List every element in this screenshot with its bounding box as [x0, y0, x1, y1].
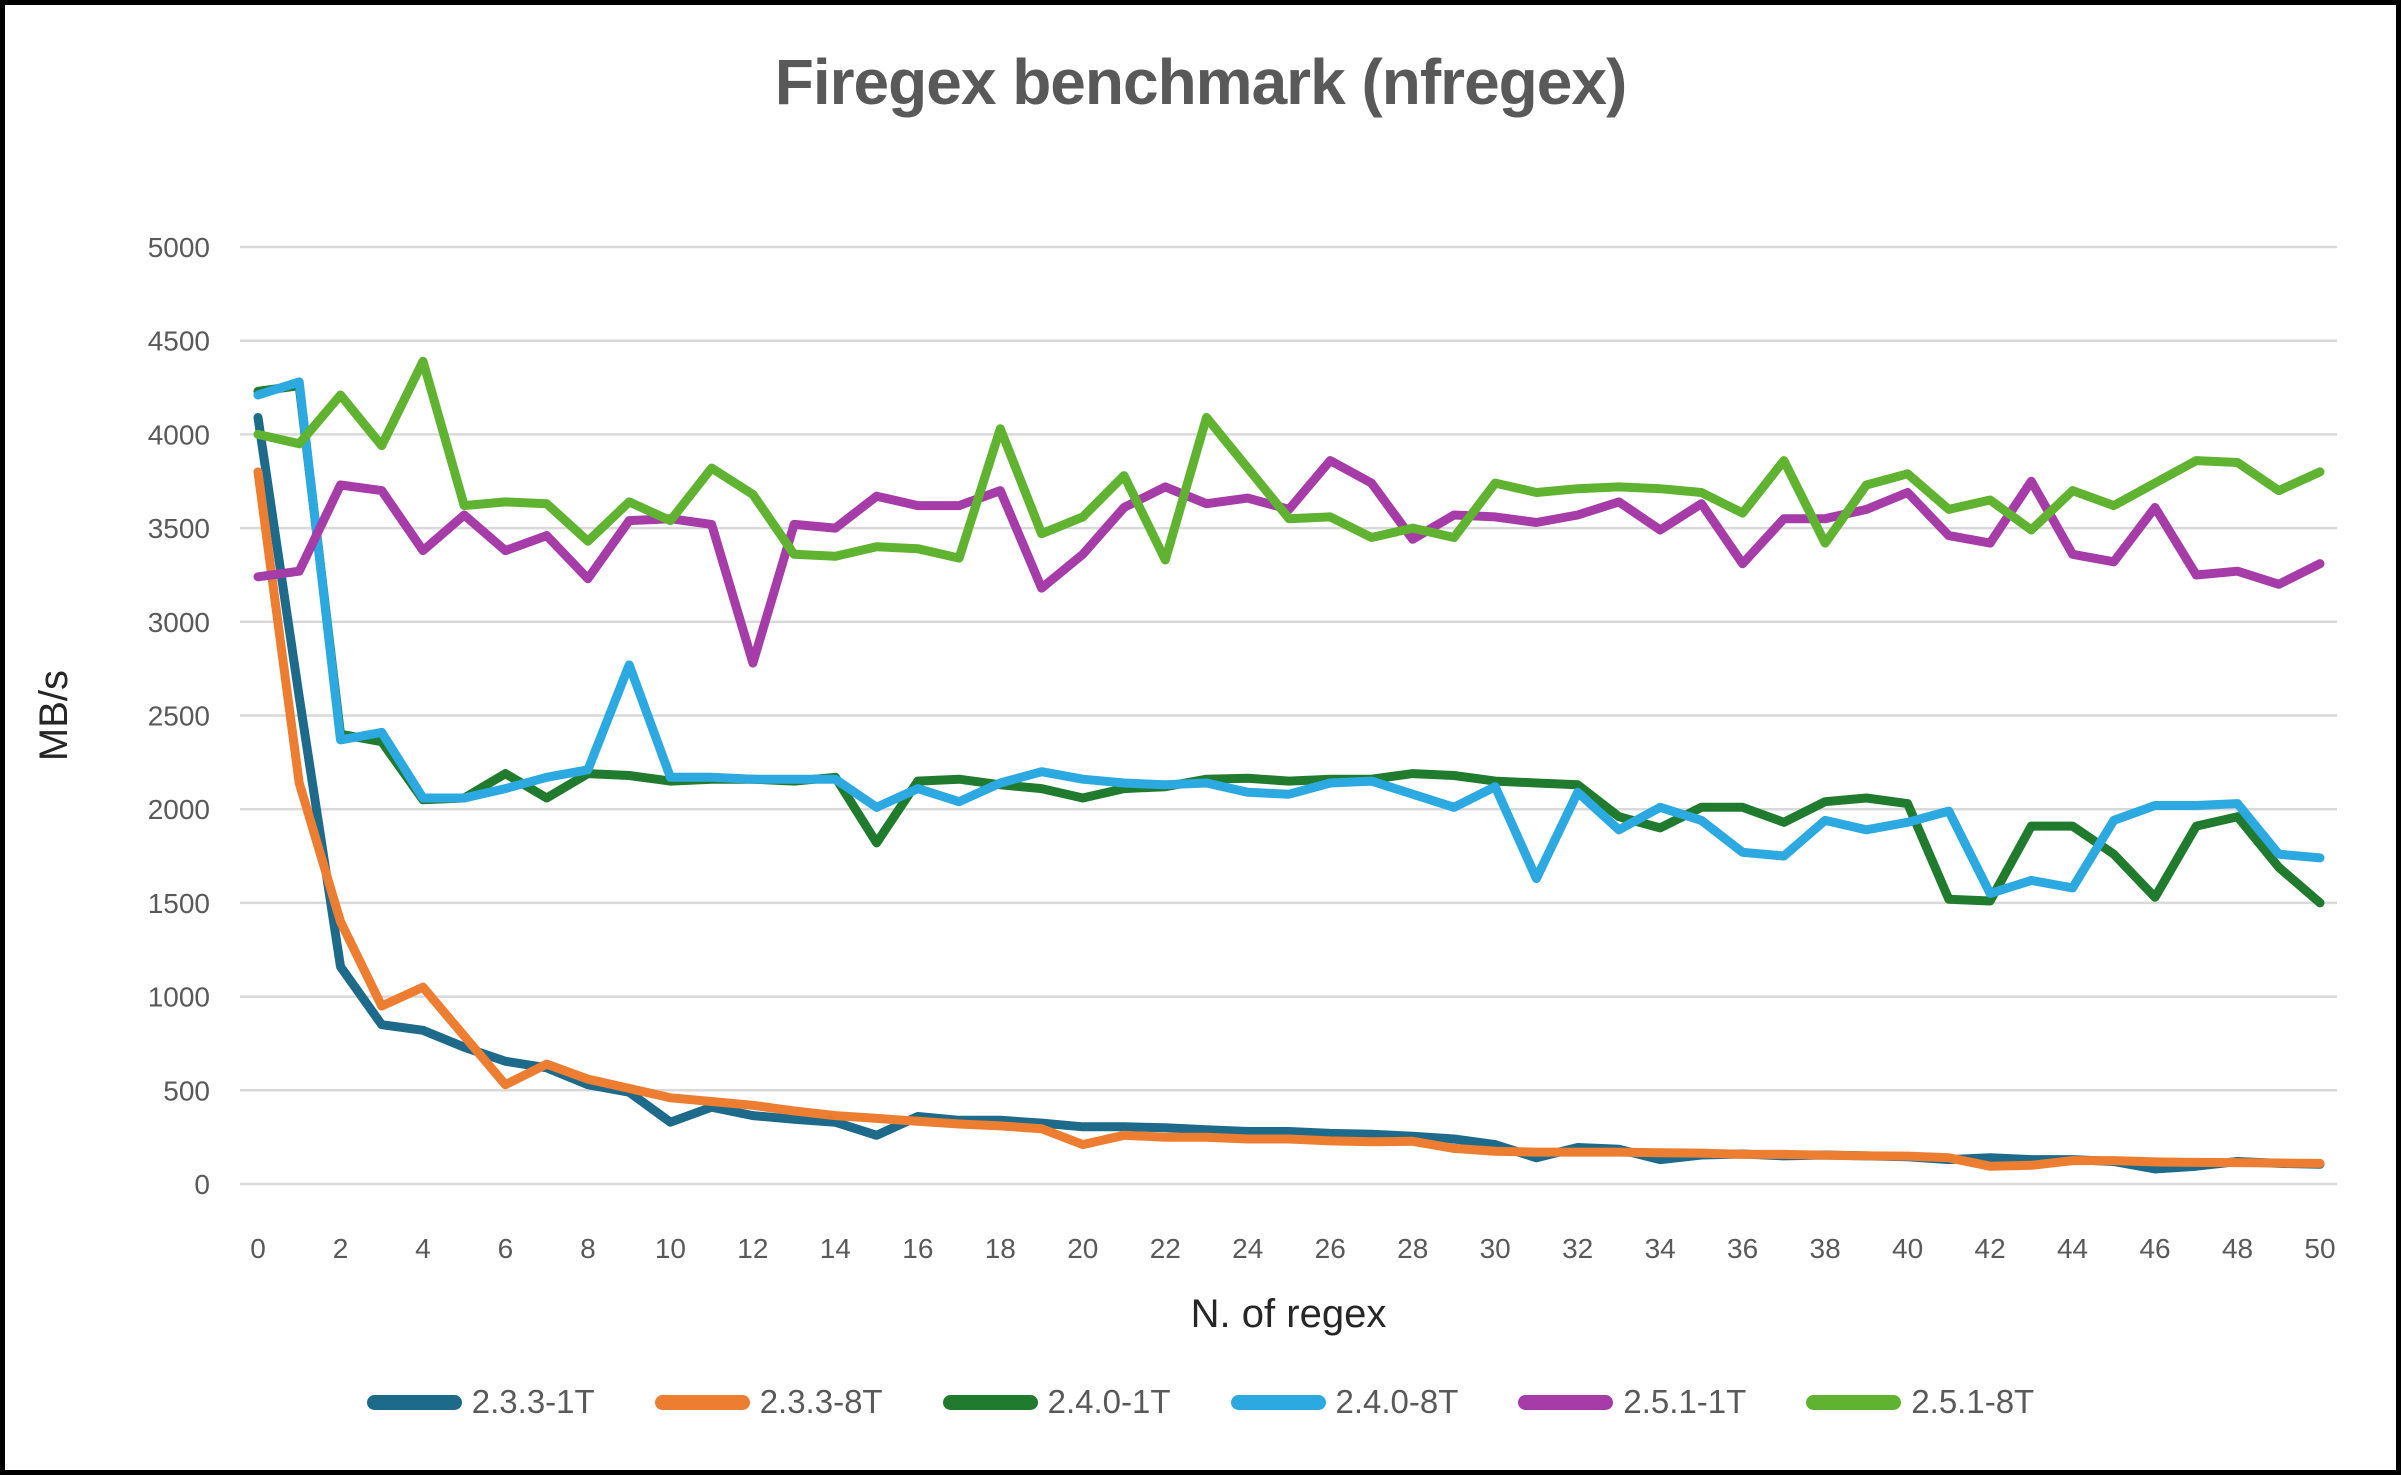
legend-item-2.4.0-8T: 2.4.0-8T	[1230, 1383, 1459, 1421]
y-tick-label-500: 500	[163, 1075, 210, 1106]
y-tick-label-4500: 4500	[148, 326, 210, 357]
y-tick-label-2000: 2000	[148, 794, 210, 825]
x-tick-label-8: 8	[580, 1233, 596, 1264]
series-line-2.3.3-1T	[253, 413, 2325, 1174]
legend-swatch-2.5.1-8T	[1806, 1394, 1902, 1410]
x-tick-label-16: 16	[902, 1233, 933, 1264]
x-tick-label-32: 32	[1562, 1233, 1593, 1264]
x-tick-label-14: 14	[820, 1233, 851, 1264]
y-tick-label-0: 0	[194, 1169, 210, 1200]
legend-item-2.3.3-1T: 2.3.3-1T	[366, 1383, 595, 1421]
x-tick-label-30: 30	[1480, 1233, 1511, 1264]
legend-swatch-2.5.1-1T	[1518, 1394, 1614, 1410]
x-tick-label-34: 34	[1645, 1233, 1676, 1264]
x-tick-label-50: 50	[2304, 1233, 2335, 1264]
legend-swatch-2.3.3-1T	[366, 1394, 462, 1410]
y-tick-label-1500: 1500	[148, 888, 210, 919]
x-tick-label-48: 48	[2222, 1233, 2253, 1264]
x-tick-label-44: 44	[2057, 1233, 2088, 1264]
x-tick-label-4: 4	[415, 1233, 431, 1264]
x-tick-label-46: 46	[2139, 1233, 2170, 1264]
y-tick-label-5000: 5000	[148, 232, 210, 263]
x-axis-title: N. of regex	[1191, 1292, 1387, 1336]
y-tick-label-3500: 3500	[148, 513, 210, 544]
y-tick-label-2500: 2500	[148, 701, 210, 732]
x-tick-label-28: 28	[1397, 1233, 1428, 1264]
x-tick-label-2: 2	[333, 1233, 349, 1264]
x-tick-label-6: 6	[498, 1233, 514, 1264]
series-line-2.5.1-1T	[253, 456, 2325, 668]
y-tick-label-3000: 3000	[148, 607, 210, 638]
series-line-2.5.1-8T	[253, 356, 2325, 565]
legend-swatch-2.4.0-8T	[1230, 1394, 1326, 1410]
legend-label-2.4.0-1T: 2.4.0-1T	[1047, 1383, 1171, 1420]
legend-item-2.5.1-8T: 2.5.1-8T	[1806, 1383, 2034, 1421]
x-tick-label-38: 38	[1810, 1233, 1841, 1264]
x-tick-label-18: 18	[985, 1233, 1016, 1264]
x-tick-label-26: 26	[1315, 1233, 1346, 1264]
series-line-2.4.0-1T	[253, 381, 2325, 908]
series-line-2.3.3-8T	[253, 467, 2325, 1171]
series-line-2.4.0-8T	[253, 377, 2325, 898]
legend-label-2.4.0-8T: 2.4.0-8T	[1335, 1383, 1459, 1420]
x-tick-label-42: 42	[1975, 1233, 2006, 1264]
plot-area: 0500100015002000250030003500400045005000…	[32, 232, 2337, 1336]
x-tick-label-36: 36	[1727, 1233, 1758, 1264]
legend-label-2.5.1-8T: 2.5.1-8T	[1911, 1383, 2035, 1420]
legend-item-2.5.1-1T: 2.5.1-1T	[1518, 1383, 1746, 1421]
legend-item-2.3.3-8T: 2.3.3-8T	[654, 1383, 883, 1421]
legend-label-2.3.3-1T: 2.3.3-1T	[471, 1383, 595, 1420]
legend-swatch-2.4.0-1T	[942, 1394, 1038, 1410]
legend-label-2.3.3-8T: 2.3.3-8T	[759, 1383, 883, 1420]
y-tick-label-4000: 4000	[148, 419, 210, 450]
chart-title: Firegex benchmark (nfregex)	[774, 46, 1628, 118]
y-axis-title: MB/s	[32, 670, 76, 761]
x-tick-label-24: 24	[1232, 1233, 1263, 1264]
x-tick-label-40: 40	[1892, 1233, 1923, 1264]
x-tick-label-20: 20	[1067, 1233, 1098, 1264]
x-tick-label-10: 10	[655, 1233, 686, 1264]
x-tick-label-12: 12	[737, 1233, 768, 1264]
y-tick-label-1000: 1000	[148, 982, 210, 1013]
legend-swatch-2.3.3-8T	[654, 1394, 750, 1410]
legend: 2.3.3-1T 2.3.3-8T 2.4.0-1T 2.4.0-8T 2.5.1-1T…	[5, 1383, 2396, 1421]
x-tick-label-0: 0	[250, 1233, 266, 1264]
x-tick-label-22: 22	[1150, 1233, 1181, 1264]
legend-item-2.4.0-1T: 2.4.0-1T	[942, 1383, 1171, 1421]
legend-label-2.5.1-1T: 2.5.1-1T	[1623, 1383, 1747, 1420]
